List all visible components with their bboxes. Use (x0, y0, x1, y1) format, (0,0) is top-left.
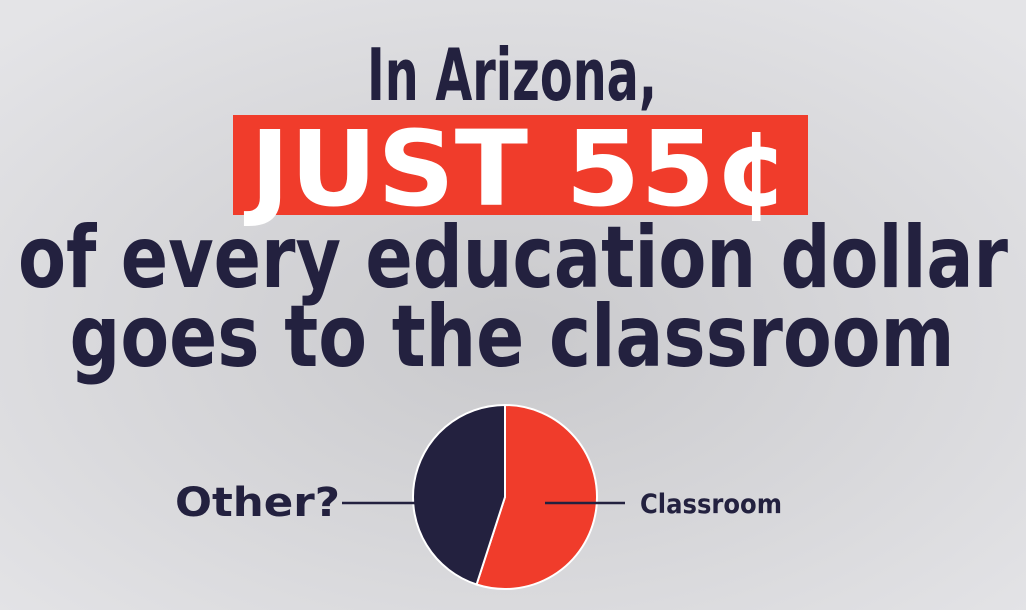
pie: Classroom Other? (175, 403, 782, 590)
legend-label: Classroom (640, 489, 782, 520)
title-highlight: JUST 55¢ (244, 108, 790, 230)
title-line: goes to the classroom (70, 287, 955, 387)
title-line: of every education dollar (18, 208, 1008, 308)
legend-label: Other? (175, 480, 340, 526)
highlight-box (233, 115, 808, 215)
pie-slice (475, 403, 598, 590)
pie-slice (412, 403, 506, 586)
title-line: In Arizona, (367, 33, 657, 117)
